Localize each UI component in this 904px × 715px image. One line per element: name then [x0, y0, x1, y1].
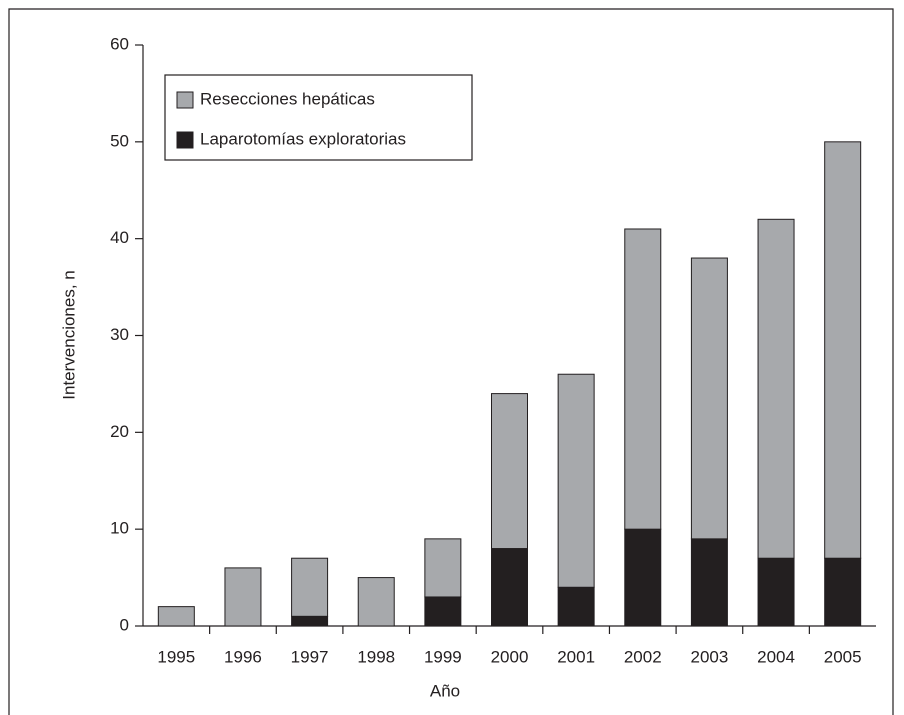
bar-segment [690, 257, 728, 540]
x-tick-label: 2003 [690, 647, 728, 666]
bar-segment [624, 528, 662, 627]
legend-swatch [176, 131, 194, 149]
x-tick-label: 1996 [224, 647, 262, 666]
y-tick-label: 50 [110, 131, 129, 150]
x-tick-label: 1997 [291, 647, 329, 666]
bar-segment [424, 538, 462, 598]
y-tick-label: 10 [110, 519, 129, 538]
legend-label: Resecciones hepáticas [200, 89, 375, 108]
x-tick-label: 2000 [491, 647, 529, 666]
x-tick-label: 2005 [824, 647, 862, 666]
y-axis-title: Intervenciones, n [59, 270, 78, 399]
bar-segment [557, 373, 595, 588]
y-tick-label: 60 [110, 34, 129, 53]
bar-segment [557, 586, 595, 627]
bar-segment [357, 577, 395, 627]
legend-swatch [176, 91, 194, 109]
y-tick-label: 30 [110, 325, 129, 344]
x-tick-label: 2004 [757, 647, 795, 666]
bar-segment [491, 393, 528, 550]
x-axis-title: Año [430, 681, 460, 700]
bar-segment [757, 218, 795, 559]
bar-segment [157, 606, 195, 627]
bar-segment [757, 557, 795, 627]
x-tick-label: 2001 [557, 647, 595, 666]
bar-segment [690, 538, 728, 627]
frame [8, 8, 894, 715]
y-tick-label: 20 [110, 422, 129, 441]
bar-segment [824, 141, 862, 559]
bar-segment [291, 615, 329, 627]
bar-segment [824, 557, 862, 627]
bar-segment [424, 596, 462, 627]
legend [164, 74, 473, 161]
bar-segment [291, 557, 329, 617]
x-tick-label: 1998 [357, 647, 395, 666]
bar-segment [624, 228, 662, 530]
x-tick-label: 1995 [157, 647, 195, 666]
y-tick-label: 40 [110, 228, 129, 247]
y-tick-label: 0 [120, 615, 129, 634]
bar-segment [224, 567, 262, 627]
bar-segment [491, 548, 528, 627]
x-tick-label: 1999 [424, 647, 462, 666]
x-tick-label: 2002 [624, 647, 662, 666]
legend-label: Laparotomías exploratorias [200, 129, 406, 148]
